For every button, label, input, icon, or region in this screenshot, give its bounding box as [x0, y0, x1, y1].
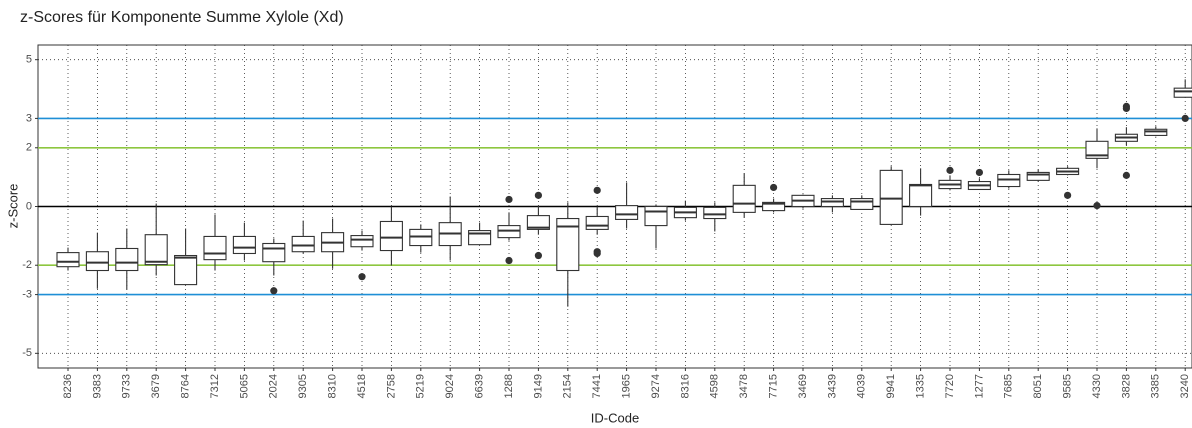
- y-axis-title: z-Score: [5, 184, 20, 229]
- box: [556, 217, 580, 272]
- x-tick-label: 2154: [562, 374, 574, 398]
- box: [644, 205, 668, 227]
- box: [1026, 171, 1050, 181]
- chart-title: z-Scores für Komponente Summe Xylole (Xd…: [20, 9, 344, 26]
- x-tick-label: 8236: [62, 374, 74, 398]
- x-axis-title: ID-Code: [591, 410, 639, 425]
- x-tick-label: 6639: [474, 374, 486, 398]
- box: [909, 183, 933, 208]
- outlier: [270, 287, 278, 295]
- x-tick-label: 4518: [356, 374, 368, 398]
- box: [144, 234, 168, 266]
- x-tick-label: 7441: [591, 374, 603, 398]
- x-tick-label: 7312: [209, 374, 221, 398]
- box: [879, 169, 903, 225]
- box: [232, 235, 256, 255]
- x-tick-label: 8764: [180, 374, 192, 398]
- outlier: [1093, 202, 1101, 210]
- box: [703, 206, 727, 220]
- outlier: [1181, 114, 1189, 123]
- y-tick-label: -5: [22, 347, 32, 359]
- box: [1085, 140, 1109, 159]
- x-tick-label: 9149: [532, 374, 544, 398]
- box: [409, 228, 433, 247]
- box: [850, 198, 874, 210]
- box: [526, 215, 550, 230]
- x-tick-label: 8051: [1032, 374, 1044, 398]
- y-tick-label: -2: [22, 259, 32, 271]
- box: [174, 254, 198, 286]
- x-tick-label: 9941: [885, 374, 897, 398]
- x-tick-label: 9383: [91, 374, 103, 398]
- x-tick-label: 3679: [150, 374, 162, 398]
- outlier: [1122, 104, 1130, 113]
- box: [350, 235, 374, 248]
- x-tick-label: 4330: [1091, 374, 1103, 398]
- box: [56, 252, 80, 268]
- box: [1144, 128, 1168, 136]
- x-tick-label: 7720: [944, 374, 956, 398]
- y-tick-label: 3: [26, 112, 32, 124]
- x-tick-label: 9305: [297, 374, 309, 398]
- box: [262, 242, 286, 263]
- outlier: [505, 256, 513, 265]
- x-tick-label: 5065: [238, 374, 250, 398]
- outlier: [946, 166, 954, 174]
- outlier: [770, 183, 778, 192]
- box: [203, 235, 227, 261]
- outlier: [1122, 171, 1130, 179]
- box: [997, 173, 1021, 188]
- box: [379, 220, 403, 252]
- x-tick-label: 5219: [415, 374, 427, 398]
- x-tick-label: 3439: [826, 374, 838, 398]
- x-tick-label: 9024: [444, 374, 456, 398]
- x-tick-label: 3478: [738, 374, 750, 398]
- x-tick-label: 2024: [268, 374, 280, 398]
- box: [1173, 87, 1192, 98]
- box: [820, 198, 844, 208]
- outlier: [593, 186, 601, 194]
- outlier: [975, 168, 984, 177]
- x-tick-label: 2758: [385, 374, 397, 398]
- x-tick-label: 3828: [1120, 374, 1132, 398]
- box: [585, 215, 609, 230]
- x-tick-label: 4039: [856, 374, 868, 398]
- y-tick-label: -3: [22, 288, 32, 300]
- outlier: [534, 191, 543, 199]
- x-tick-label: 7685: [1003, 374, 1015, 398]
- box: [291, 235, 315, 253]
- x-tick-label: 4598: [709, 374, 721, 398]
- y-tick-label: 2: [26, 142, 32, 154]
- x-tick-label: 9274: [650, 374, 662, 398]
- outlier: [505, 195, 513, 204]
- y-tick-label: 0: [26, 200, 32, 212]
- x-tick-label: 3240: [1179, 374, 1191, 398]
- box: [85, 251, 109, 272]
- outlier: [593, 249, 601, 258]
- box: [497, 225, 521, 239]
- outlier: [1064, 191, 1072, 199]
- x-tick-label: 1288: [503, 374, 515, 398]
- x-tick-label: 1335: [915, 374, 927, 398]
- x-tick-label: 3469: [797, 374, 809, 398]
- outlier: [534, 251, 543, 260]
- x-tick-label: 9585: [1062, 374, 1074, 398]
- box: [732, 184, 756, 213]
- x-tick-label: 9733: [121, 374, 133, 398]
- outlier: [358, 273, 366, 281]
- x-tick-label: 1965: [621, 374, 633, 398]
- x-tick-label: 7715: [768, 374, 780, 398]
- x-tick-label: 1277: [973, 374, 985, 398]
- x-tick-label: 8316: [679, 374, 691, 398]
- box: [115, 247, 139, 272]
- x-tick-label: 8310: [327, 374, 339, 398]
- x-tick-label: 3385: [1150, 374, 1162, 398]
- y-tick-label: 5: [26, 54, 32, 66]
- box: [615, 205, 639, 220]
- box: [762, 201, 786, 212]
